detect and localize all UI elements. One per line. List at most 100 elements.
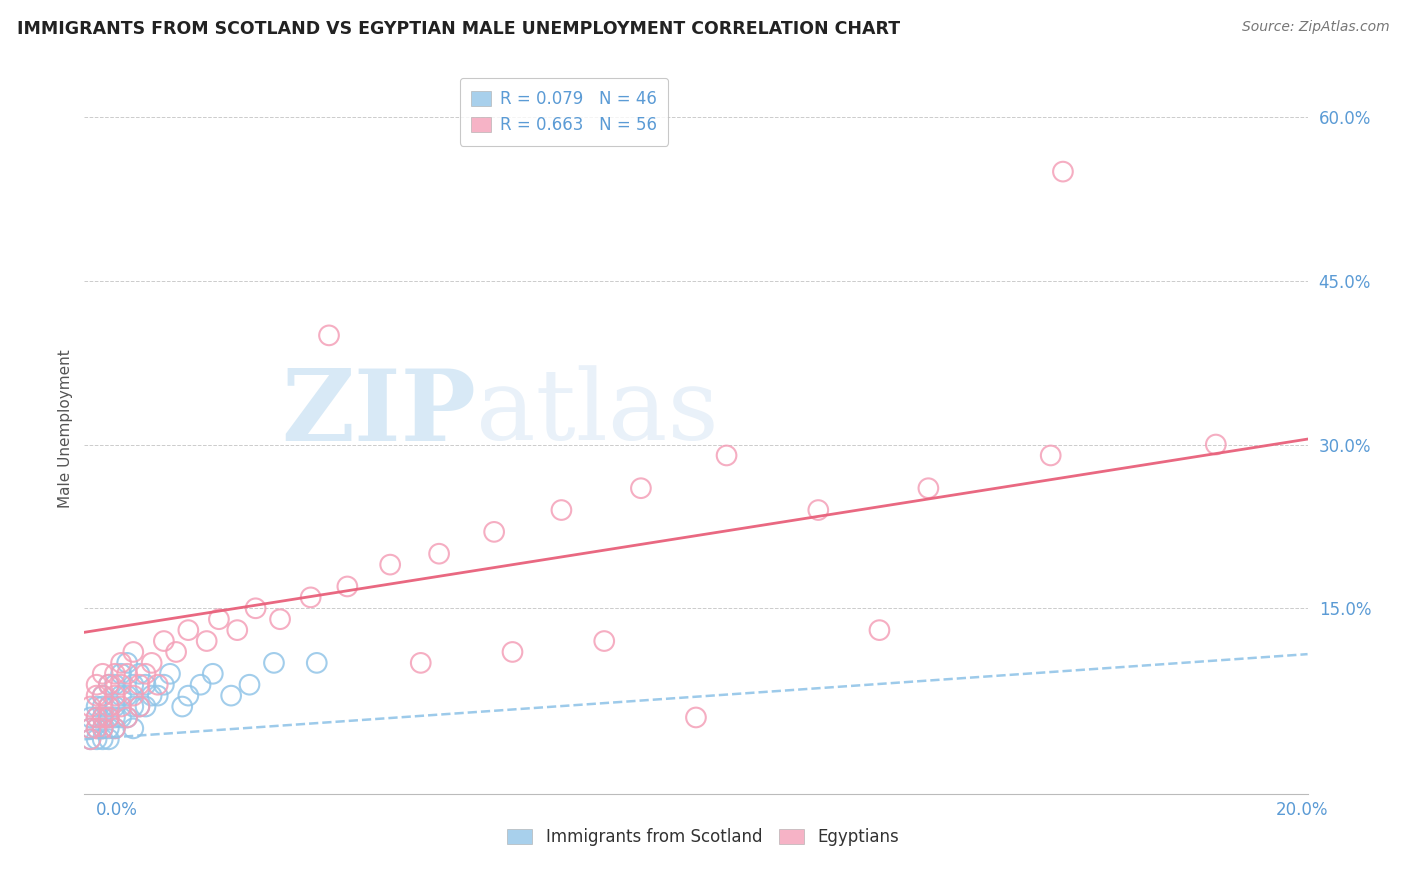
Point xyxy=(91,722,114,736)
Point xyxy=(135,678,157,692)
Point xyxy=(159,666,181,681)
Point xyxy=(177,623,200,637)
Point xyxy=(128,678,150,692)
Point xyxy=(128,666,150,681)
Point xyxy=(299,591,322,605)
Point xyxy=(336,579,359,593)
Point xyxy=(122,699,145,714)
Point xyxy=(502,645,524,659)
Point xyxy=(917,481,939,495)
Point xyxy=(115,666,138,681)
Point xyxy=(91,710,114,724)
Point xyxy=(79,710,101,724)
Point xyxy=(110,689,132,703)
Point xyxy=(135,699,157,714)
Point xyxy=(482,524,505,539)
Point xyxy=(104,678,127,692)
Point xyxy=(104,722,127,736)
Point xyxy=(135,666,157,681)
Point xyxy=(208,612,231,626)
Point xyxy=(630,481,652,495)
Point xyxy=(97,722,120,736)
Y-axis label: Male Unemployment: Male Unemployment xyxy=(58,349,73,508)
Point xyxy=(104,722,127,736)
Point xyxy=(807,503,830,517)
Point xyxy=(190,678,212,692)
Point xyxy=(1052,164,1074,178)
Point xyxy=(153,678,176,692)
Legend: R = 0.079   N = 46, R = 0.663   N = 56: R = 0.079 N = 46, R = 0.663 N = 56 xyxy=(460,78,668,145)
Point xyxy=(427,547,450,561)
Text: IMMIGRANTS FROM SCOTLAND VS EGYPTIAN MALE UNEMPLOYMENT CORRELATION CHART: IMMIGRANTS FROM SCOTLAND VS EGYPTIAN MAL… xyxy=(17,20,900,37)
Point xyxy=(165,645,187,659)
Point xyxy=(153,634,176,648)
Point xyxy=(263,656,285,670)
Point xyxy=(91,710,114,724)
Text: 0.0%: 0.0% xyxy=(96,801,138,819)
Point xyxy=(97,699,120,714)
Point xyxy=(91,689,114,703)
Point xyxy=(318,328,340,343)
Point xyxy=(115,710,138,724)
Point xyxy=(79,722,101,736)
Point xyxy=(177,689,200,703)
Point xyxy=(110,666,132,681)
Point xyxy=(79,699,101,714)
Point xyxy=(201,666,224,681)
Point xyxy=(86,678,108,692)
Point xyxy=(86,710,108,724)
Point xyxy=(97,710,120,724)
Text: Source: ZipAtlas.com: Source: ZipAtlas.com xyxy=(1241,20,1389,34)
Point xyxy=(97,699,120,714)
Point xyxy=(305,656,328,670)
Point xyxy=(110,710,132,724)
Point xyxy=(269,612,291,626)
Point xyxy=(86,699,108,714)
Point xyxy=(86,722,108,736)
Point xyxy=(91,666,114,681)
Point xyxy=(409,656,432,670)
Point xyxy=(97,678,120,692)
Point xyxy=(146,689,169,703)
Point xyxy=(122,645,145,659)
Point xyxy=(141,656,163,670)
Point xyxy=(115,689,138,703)
Point xyxy=(219,689,242,703)
Point xyxy=(91,722,114,736)
Point xyxy=(86,689,108,703)
Point xyxy=(104,666,127,681)
Point xyxy=(115,710,138,724)
Point xyxy=(141,689,163,703)
Point xyxy=(122,689,145,703)
Point xyxy=(86,710,108,724)
Point xyxy=(869,623,891,637)
Point xyxy=(86,722,108,736)
Point xyxy=(593,634,616,648)
Point xyxy=(128,699,150,714)
Point xyxy=(110,656,132,670)
Point xyxy=(79,732,101,747)
Point xyxy=(245,601,267,615)
Point xyxy=(172,699,194,714)
Point xyxy=(110,678,132,692)
Point xyxy=(550,503,572,517)
Point xyxy=(97,732,120,747)
Text: ZIP: ZIP xyxy=(281,365,475,462)
Point xyxy=(146,678,169,692)
Point xyxy=(91,699,114,714)
Point xyxy=(115,656,138,670)
Text: atlas: atlas xyxy=(475,366,718,461)
Point xyxy=(238,678,260,692)
Point xyxy=(1205,437,1227,451)
Point xyxy=(97,678,120,692)
Point xyxy=(79,732,101,747)
Point xyxy=(104,689,127,703)
Point xyxy=(110,699,132,714)
Point xyxy=(226,623,249,637)
Point xyxy=(685,710,707,724)
Point xyxy=(79,722,101,736)
Point xyxy=(91,689,114,703)
Text: 20.0%: 20.0% xyxy=(1277,801,1329,819)
Point xyxy=(97,710,120,724)
Point xyxy=(128,699,150,714)
